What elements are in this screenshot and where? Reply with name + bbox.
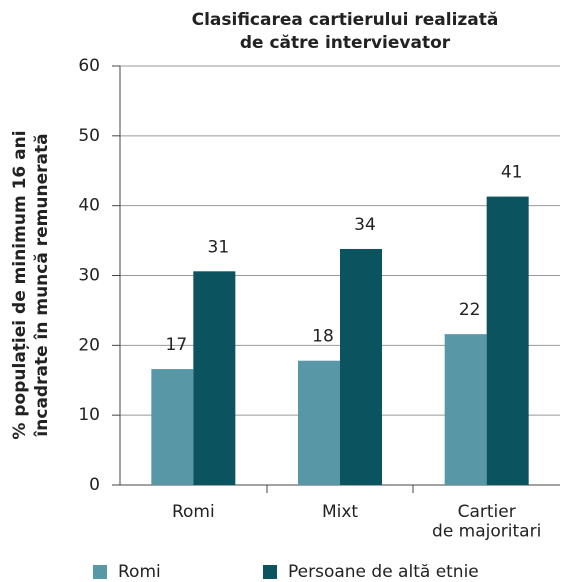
x-tick-label: Mixt xyxy=(322,502,358,522)
x-tick-label: Cartier de majoritari xyxy=(432,502,541,542)
y-tick-label: 50 xyxy=(78,126,100,146)
value-label: 18 xyxy=(312,327,334,347)
y-tick-label: 0 xyxy=(89,475,100,495)
y-axis-label: încadrate în muncă remunerată xyxy=(32,133,52,437)
y-tick-label: 30 xyxy=(78,266,100,286)
y-tick-label: 20 xyxy=(78,335,100,355)
value-label: 34 xyxy=(354,215,376,235)
y-axis-label: % populației de minimum 16 ani xyxy=(10,130,30,439)
x-tick-label: Romi xyxy=(172,502,215,522)
bar xyxy=(298,360,340,485)
legend-label: Persoane de altă etnie xyxy=(288,562,479,582)
chart-title: de către intervievator xyxy=(240,33,451,53)
y-tick-label: 60 xyxy=(78,56,100,76)
chart-title: Clasificarea cartierului realizată xyxy=(192,10,499,30)
y-tick-label: 40 xyxy=(78,196,100,216)
y-tick-label: 10 xyxy=(78,405,100,425)
bar xyxy=(151,369,194,485)
legend-label: Romi xyxy=(118,562,161,582)
value-label: 31 xyxy=(208,237,230,257)
bar xyxy=(340,248,382,485)
bar xyxy=(193,271,236,485)
value-label: 17 xyxy=(166,335,188,355)
value-label: 22 xyxy=(459,300,481,320)
bar xyxy=(444,334,487,485)
value-label: 41 xyxy=(501,163,523,183)
legend-swatch xyxy=(263,565,277,579)
legend-swatch xyxy=(93,565,107,579)
bar xyxy=(486,196,529,486)
